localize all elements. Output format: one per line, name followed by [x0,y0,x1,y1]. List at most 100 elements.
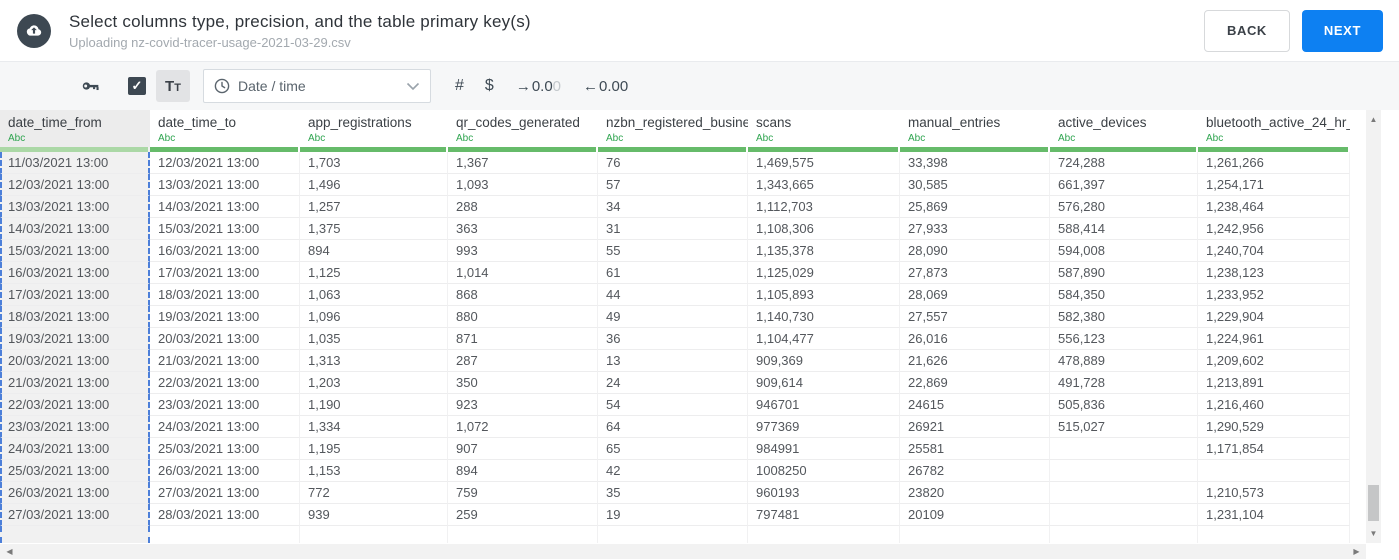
column-header-scans[interactable]: scans Abc [748,110,900,147]
cell: 1,195 [300,438,448,460]
cell: 16/03/2021 13:00 [0,262,150,284]
cell: 1,210,573 [1198,482,1350,504]
cell: 1,375 [300,218,448,240]
cell: 1,093 [448,174,598,196]
scroll-left-icon[interactable]: ◀ [6,547,13,556]
table-row: 17/03/2021 13:00 18/03/2021 13:00 1,063 868… [0,284,1350,306]
column-label: date_time_to [158,115,237,130]
next-button[interactable]: NEXT [1301,9,1383,52]
table-row: 26/03/2021 13:00 27/03/2021 13:00 772 759 35… [0,482,1350,504]
cell: 28/03/2021 13:00 [150,504,300,526]
table-row: 20/03/2021 13:00 21/03/2021 13:00 1,313 287… [0,350,1350,372]
cell: 26,016 [900,328,1050,350]
cell: 894 [448,460,598,482]
empty-cell [150,526,300,543]
number-type-button[interactable]: # [455,77,464,94]
column-header-bluetooth_active_24_hr_[interactable]: bluetooth_active_24_hr_ Abc [1198,110,1350,147]
chevron-down-icon [406,82,420,90]
cell: 1,014 [448,262,598,284]
cell: 24 [598,372,748,394]
cell: 21/03/2021 13:00 [150,350,300,372]
cell: 44 [598,284,748,306]
cell: 797481 [748,504,900,526]
vertical-scrollbar[interactable]: ▲ ▼ [1366,110,1381,543]
cell: 478,889 [1050,350,1198,372]
cell: 12/03/2021 13:00 [0,174,150,196]
empty-cell [300,526,448,543]
column-header-app_registrations[interactable]: app_registrations Abc [300,110,448,147]
cell: 1,171,854 [1198,438,1350,460]
cell: 584,350 [1050,284,1198,306]
cell: 350 [448,372,598,394]
cell: 1,135,378 [748,240,900,262]
scroll-right-icon[interactable]: ▶ [1353,547,1360,556]
cell: 1,343,665 [748,174,900,196]
column-strip [748,147,900,152]
cell: 515,027 [1050,416,1198,438]
cell: 576,280 [1050,196,1198,218]
decrease-precision-button[interactable]: ←0.00 [583,78,628,95]
cell: 1,238,464 [1198,196,1350,218]
empty-row [0,526,1350,543]
horizontal-scrollbar[interactable]: ◀ ▶ [0,544,1366,559]
cell: 871 [448,328,598,350]
cell: 24/03/2021 13:00 [0,438,150,460]
back-button[interactable]: BACK [1203,9,1290,52]
column-header-date_time_from[interactable]: date_time_from Abc [0,110,150,147]
column-type-dropdown[interactable]: Date / time [203,69,431,103]
increase-precision-button[interactable]: →0.00 [516,78,561,95]
table-row: 14/03/2021 13:00 15/03/2021 13:00 1,375 363… [0,218,1350,240]
cell [1050,438,1198,460]
column-header-nzbn_registered_busine[interactable]: nzbn_registered_busine Abc [598,110,748,147]
vertical-scrollbar-thumb[interactable] [1368,485,1379,521]
table-row: 25/03/2021 13:00 26/03/2021 13:00 1,153 894… [0,460,1350,482]
column-header-date_time_to[interactable]: date_time_to Abc [150,110,300,147]
cell: 20109 [900,504,1050,526]
cell: 54 [598,394,748,416]
currency-type-button[interactable]: $ [484,77,494,94]
cell: 1,242,956 [1198,218,1350,240]
column-header-manual_entries[interactable]: manual_entries Abc [900,110,1050,147]
column-include-checkbox[interactable]: ✓ [128,77,146,95]
empty-cell [448,526,598,543]
cell: 28,069 [900,284,1050,306]
cell: 23/03/2021 13:00 [150,394,300,416]
cell: 61 [598,262,748,284]
left-arrow-icon: ← [583,77,599,95]
column-label: nzbn_registered_busine [606,115,748,130]
cell: 57 [598,174,748,196]
cell: 1,190 [300,394,448,416]
cell: 1,231,104 [1198,504,1350,526]
scroll-up-icon[interactable]: ▲ [1369,115,1378,124]
cell: 772 [300,482,448,504]
cell: 25/03/2021 13:00 [150,438,300,460]
cell: 30,585 [900,174,1050,196]
cell: 1,209,602 [1198,350,1350,372]
cell: 27/03/2021 13:00 [150,482,300,504]
column-header-qr_codes_generated[interactable]: qr_codes_generated Abc [448,110,598,147]
primary-key-icon[interactable] [80,75,102,97]
table-row: 23/03/2021 13:00 24/03/2021 13:00 1,334 1,0… [0,416,1350,438]
table-row: 18/03/2021 13:00 19/03/2021 13:00 1,096 880… [0,306,1350,328]
column-type-badge: Abc [756,133,774,144]
cell: 22/03/2021 13:00 [0,394,150,416]
table-row: 27/03/2021 13:00 28/03/2021 13:00 939 259 19… [0,504,1350,526]
column-label: app_registrations [308,115,412,130]
cell: 661,397 [1050,174,1198,196]
column-header-active_devices[interactable]: active_devices Abc [1050,110,1198,147]
column-strip [0,147,150,152]
scroll-down-icon[interactable]: ▼ [1369,529,1378,538]
cell: 18/03/2021 13:00 [150,284,300,306]
column-label: scans [756,115,792,130]
cell: 1,257 [300,196,448,218]
cell: 21/03/2021 13:00 [0,372,150,394]
cell: 1,104,477 [748,328,900,350]
column-label: manual_entries [908,115,1001,130]
cell: 288 [448,196,598,218]
column-label: active_devices [1058,115,1147,130]
column-strip [900,147,1050,152]
column-strip [1050,147,1198,152]
text-type-button[interactable]: Tt [156,70,190,102]
cell: 907 [448,438,598,460]
cell [1050,482,1198,504]
